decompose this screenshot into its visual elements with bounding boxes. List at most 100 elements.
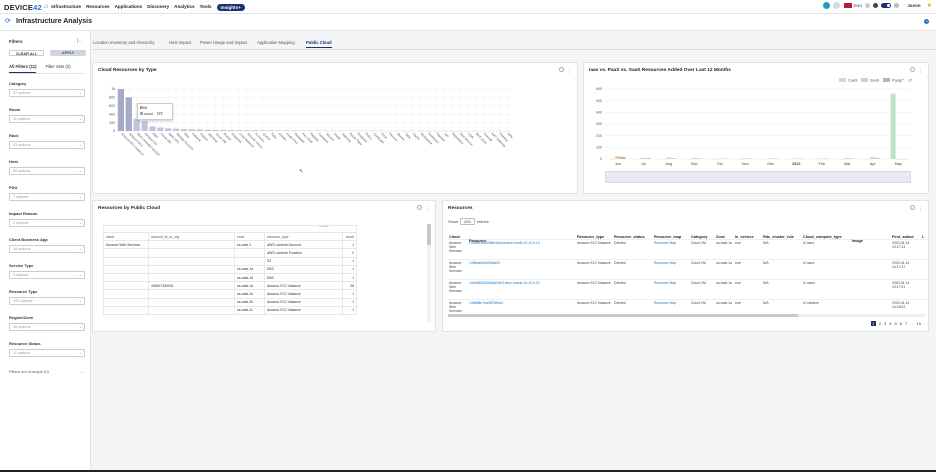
page-5[interactable]: 5: [894, 321, 897, 326]
tab-location-inventory[interactable]: Location Inventory and Hierarchy: [93, 40, 155, 45]
x-tick-label: CDN: [467, 132, 475, 140]
resource-map-link[interactable]: Resource Map: [653, 278, 690, 299]
bar: [196, 129, 203, 131]
nav-discovery[interactable]: Discovery: [147, 4, 170, 9]
globe-icon[interactable]: [822, 2, 830, 9]
more-options-icon[interactable]: ⋮: [918, 68, 923, 74]
cloud-resources-card: Cloud Resources by Type ⋮ 1k 800 600 400 200…: [92, 62, 578, 194]
pdu-select[interactable]: 7 options: [9, 193, 85, 201]
horizontal-scrollbar[interactable]: [448, 314, 925, 317]
bar: [228, 130, 235, 131]
chart-tooltip: EC2 count 777: [137, 103, 173, 120]
help-icon[interactable]: ?: [924, 19, 929, 24]
x-tick-label: Image: [333, 132, 342, 141]
service-type-select[interactable]: 3 options: [9, 271, 85, 279]
resource-link[interactable]: i-0f8dcb83eb0f3af29: [468, 258, 576, 279]
table-row: Amazon Web Services i-0eb0850520a0a01fe3-…: [448, 278, 929, 299]
bar-saas: [768, 158, 774, 159]
apply-button[interactable]: APPLY: [50, 50, 86, 56]
nav-insights-plus[interactable]: Insights+: [216, 3, 245, 11]
x-tick-label: Cache: [412, 132, 421, 141]
user-menu[interactable]: Jason: [907, 3, 921, 8]
resource-link[interactable]: i-0b0bb3ea0085e1fa0ufuctvr1mhdh-10.10.0.…: [468, 238, 576, 259]
page-1[interactable]: 1: [870, 321, 876, 326]
resources-table: Cloud Resource Resource_type Resource_st…: [448, 231, 929, 319]
x-tick-label: Topic: [270, 132, 278, 140]
nav-analytics[interactable]: Analytics: [174, 4, 195, 9]
resource-link[interactable]: i-0eb0850520a0a01fe3-linux-oracle-10.10.…: [468, 278, 576, 299]
scrollbar[interactable]: [427, 224, 431, 322]
more-options-icon[interactable]: ⋮: [425, 206, 430, 212]
nav-applications[interactable]: Applications: [114, 4, 143, 9]
resource-map-link[interactable]: Resource Map: [653, 258, 690, 279]
x-tick-label: Feb: [818, 162, 825, 166]
category-select[interactable]: 37 options: [9, 89, 85, 97]
home-icon[interactable]: ⌂: [44, 3, 49, 10]
y-tick-label: 600: [109, 104, 115, 108]
star-icon[interactable]: ★: [926, 3, 932, 9]
info-icon[interactable]: [910, 67, 915, 72]
clear-all-button[interactable]: CLEAR ALL: [9, 50, 44, 56]
x-tick-label: Function: [254, 132, 265, 143]
resource-link[interactable]: i-08e88e7ea4870ffea2: [468, 298, 576, 319]
room-select[interactable]: 11 options: [9, 115, 85, 123]
legend-label: PaaS: [892, 79, 902, 83]
refresh-icon[interactable]: ⟳: [5, 18, 11, 25]
collapse-filters-icon[interactable]: |←: [77, 38, 84, 44]
bell-icon[interactable]: [865, 3, 871, 8]
tab-application-mapping[interactable]: Application Mapping: [257, 40, 295, 45]
tab-public-cloud[interactable]: Public Cloud: [306, 40, 332, 48]
filters-out-of-scope[interactable]: Filters out of scope (0): [9, 369, 49, 374]
x-tick-label: VPN: [506, 132, 513, 139]
filter-rack: Rack 43 options: [9, 133, 85, 149]
theme-toggle[interactable]: [881, 3, 892, 8]
info-icon[interactable]: [559, 67, 564, 72]
language-selector[interactable]: ENG: [853, 3, 863, 8]
page-size-select[interactable]: 200: [460, 218, 475, 225]
chart-zoom-slider[interactable]: [605, 171, 911, 183]
resource-type-select[interactable]: 391 options: [9, 297, 85, 305]
info-icon[interactable]: [910, 205, 915, 210]
page-3[interactable]: 3: [884, 321, 887, 326]
chevron-down-icon[interactable]: ⌄: [80, 369, 84, 374]
device42-logo[interactable]: DEVICE42: [4, 3, 42, 12]
x-tick-label: Subnet: [199, 132, 209, 142]
us-flag-icon[interactable]: [843, 3, 852, 8]
expand-icon: ⤢: [900, 78, 904, 83]
nav-tools[interactable]: Tools: [199, 4, 212, 9]
resource-map-link[interactable]: Resource Map: [653, 238, 690, 259]
page-15[interactable]: 15: [916, 321, 921, 326]
host-select[interactable]: 69 options: [9, 167, 85, 175]
region-zone-select[interactable]: 40 options: [9, 323, 85, 331]
page-6[interactable]: 6: [899, 321, 902, 326]
page-4[interactable]: 4: [889, 321, 892, 326]
table-row: us-east-1d EBS 1: [103, 272, 357, 283]
more-options-icon[interactable]: ⋮: [918, 206, 923, 212]
rack-select[interactable]: 43 options: [9, 141, 85, 149]
nav-infrastructure[interactable]: Infrastructure: [51, 4, 82, 9]
bar-paas: [645, 158, 651, 159]
resource-status-select[interactable]: 11 options: [9, 349, 85, 357]
tab-filter-sets[interactable]: Filter Sets (0): [45, 64, 71, 69]
resource-map-link[interactable]: Resource Map: [653, 298, 690, 319]
page-7[interactable]: 7: [904, 321, 908, 326]
tab-power-usage[interactable]: Power Usage and Impact: [200, 40, 248, 45]
x-tick-label: Aug: [665, 162, 672, 166]
impact-reason-select[interactable]: 2 options: [9, 219, 85, 227]
grid-icon[interactable]: [894, 3, 900, 8]
bar-saas: [793, 158, 799, 159]
y-tick-label: 500: [596, 99, 602, 103]
moon-icon[interactable]: [873, 3, 879, 8]
page-2[interactable]: 2: [878, 321, 882, 326]
tab-all-filters[interactable]: All Filters (11): [9, 64, 37, 73]
bar-paas: [875, 158, 881, 159]
client-business-app-select[interactable]: 16 options: [9, 245, 85, 253]
info-icon[interactable]: [417, 205, 422, 210]
y-tick-label: 300: [596, 122, 602, 126]
tab-host-impact[interactable]: Host Impact: [169, 40, 192, 45]
pagination: 1 2 3 4 5 6 7 ... 15: [868, 321, 921, 326]
nav-resources[interactable]: Resources: [86, 4, 110, 9]
search-icon[interactable]: [832, 2, 840, 9]
top-navigation: DEVICE42 ⌂ Infrastructure Resources Appl…: [0, 0, 936, 14]
more-options-icon[interactable]: ⋮: [567, 68, 572, 74]
